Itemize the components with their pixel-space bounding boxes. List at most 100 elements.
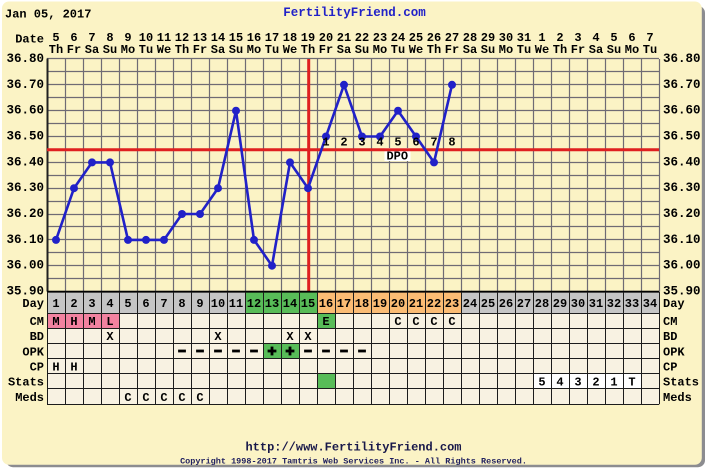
svg-text:21: 21 xyxy=(409,297,423,311)
svg-text:31: 31 xyxy=(517,31,531,45)
svg-text:7: 7 xyxy=(646,31,653,45)
svg-text:Fr: Fr xyxy=(67,43,81,57)
svg-text:Stats: Stats xyxy=(663,376,699,390)
svg-text:13: 13 xyxy=(193,31,207,45)
svg-text:C: C xyxy=(196,391,203,405)
svg-text:36.00: 36.00 xyxy=(6,259,44,273)
svg-text:23: 23 xyxy=(373,31,387,45)
svg-text:33: 33 xyxy=(625,297,639,311)
svg-text:Tu: Tu xyxy=(643,43,657,57)
svg-text:36.60: 36.60 xyxy=(663,104,701,118)
svg-text:Meds: Meds xyxy=(15,391,44,405)
svg-text:C: C xyxy=(394,315,401,329)
svg-text:36.70: 36.70 xyxy=(6,78,44,92)
svg-text:17: 17 xyxy=(265,31,279,45)
svg-text:6: 6 xyxy=(412,135,419,149)
svg-text:10: 10 xyxy=(139,31,153,45)
svg-text:Tu: Tu xyxy=(391,43,405,57)
svg-text:9: 9 xyxy=(124,31,131,45)
svg-text:Th: Th xyxy=(175,43,189,57)
svg-text:28: 28 xyxy=(463,31,477,45)
svg-text:CP: CP xyxy=(663,361,677,375)
svg-text:17: 17 xyxy=(337,297,351,311)
svg-text:CM: CM xyxy=(663,315,677,329)
svg-text:31: 31 xyxy=(589,297,603,311)
svg-text:10: 10 xyxy=(211,297,225,311)
svg-text:We: We xyxy=(409,43,423,57)
svg-text:25: 25 xyxy=(481,297,495,311)
svg-text:Sa: Sa xyxy=(211,43,225,57)
svg-text:8: 8 xyxy=(178,297,185,311)
svg-text:Su: Su xyxy=(229,43,243,57)
svg-text:2: 2 xyxy=(556,31,563,45)
svg-text:15: 15 xyxy=(301,297,315,311)
svg-text:Su: Su xyxy=(481,43,495,57)
svg-text:21: 21 xyxy=(337,31,351,45)
svg-text:OPK: OPK xyxy=(22,345,44,359)
svg-text:25: 25 xyxy=(409,31,423,45)
svg-text:5: 5 xyxy=(538,376,545,390)
svg-text:14: 14 xyxy=(283,297,297,311)
svg-text:26: 26 xyxy=(427,31,441,45)
svg-text:H: H xyxy=(70,361,77,375)
svg-text:4: 4 xyxy=(106,297,113,311)
svg-text:36.40: 36.40 xyxy=(663,155,701,169)
svg-text:22: 22 xyxy=(427,297,441,311)
svg-text:C: C xyxy=(142,391,149,405)
svg-text:X: X xyxy=(286,330,294,344)
svg-text:36.30: 36.30 xyxy=(6,181,44,195)
svg-text:29: 29 xyxy=(481,31,495,45)
svg-text:1: 1 xyxy=(538,31,545,45)
svg-text:H: H xyxy=(52,361,59,375)
svg-text:4: 4 xyxy=(556,376,563,390)
svg-text:5: 5 xyxy=(610,31,617,45)
svg-text:2: 2 xyxy=(592,376,599,390)
svg-text:C: C xyxy=(178,391,185,405)
svg-text:X: X xyxy=(304,330,312,344)
svg-text:24: 24 xyxy=(391,31,405,45)
svg-text:Sa: Sa xyxy=(85,43,99,57)
svg-text:7: 7 xyxy=(430,135,437,149)
svg-text:12: 12 xyxy=(247,297,261,311)
svg-text:3: 3 xyxy=(88,297,95,311)
svg-text:Sa: Sa xyxy=(337,43,351,57)
svg-text:X: X xyxy=(214,330,222,344)
svg-text:Stats: Stats xyxy=(8,376,44,390)
svg-text:36.20: 36.20 xyxy=(663,207,701,221)
svg-text:Sa: Sa xyxy=(589,43,603,57)
svg-text:24: 24 xyxy=(463,297,477,311)
svg-text:3: 3 xyxy=(574,31,581,45)
svg-text:5: 5 xyxy=(124,297,131,311)
svg-text:Tu: Tu xyxy=(517,43,531,57)
svg-text:2: 2 xyxy=(70,297,77,311)
svg-text:35.90: 35.90 xyxy=(6,285,44,299)
svg-text:36.50: 36.50 xyxy=(6,130,44,144)
svg-text:36.10: 36.10 xyxy=(6,233,44,247)
svg-text:14: 14 xyxy=(211,31,225,45)
svg-text:1: 1 xyxy=(52,297,59,311)
svg-text:We: We xyxy=(283,43,297,57)
svg-text:30: 30 xyxy=(499,31,513,45)
svg-text:26: 26 xyxy=(499,297,513,311)
svg-text:H: H xyxy=(70,315,77,329)
svg-text:7: 7 xyxy=(88,31,95,45)
svg-text:Mo: Mo xyxy=(121,43,135,57)
svg-text:Sa: Sa xyxy=(463,43,477,57)
svg-text:M: M xyxy=(88,315,95,329)
svg-text:1: 1 xyxy=(610,376,617,390)
svg-text:Mo: Mo xyxy=(499,43,513,57)
svg-text:C: C xyxy=(124,391,131,405)
svg-text:Th: Th xyxy=(301,43,315,57)
svg-text:Tu: Tu xyxy=(139,43,153,57)
svg-text:36.00: 36.00 xyxy=(663,259,701,273)
svg-text:29: 29 xyxy=(553,297,567,311)
svg-text:2: 2 xyxy=(340,135,347,149)
svg-text:M: M xyxy=(52,315,59,329)
svg-text:Tu: Tu xyxy=(265,43,279,57)
svg-text:E: E xyxy=(322,315,329,329)
svg-text:C: C xyxy=(412,315,419,329)
svg-text:8: 8 xyxy=(448,135,455,149)
svg-text:8: 8 xyxy=(106,31,113,45)
svg-text:11: 11 xyxy=(229,297,243,311)
svg-text:36.30: 36.30 xyxy=(663,181,701,195)
